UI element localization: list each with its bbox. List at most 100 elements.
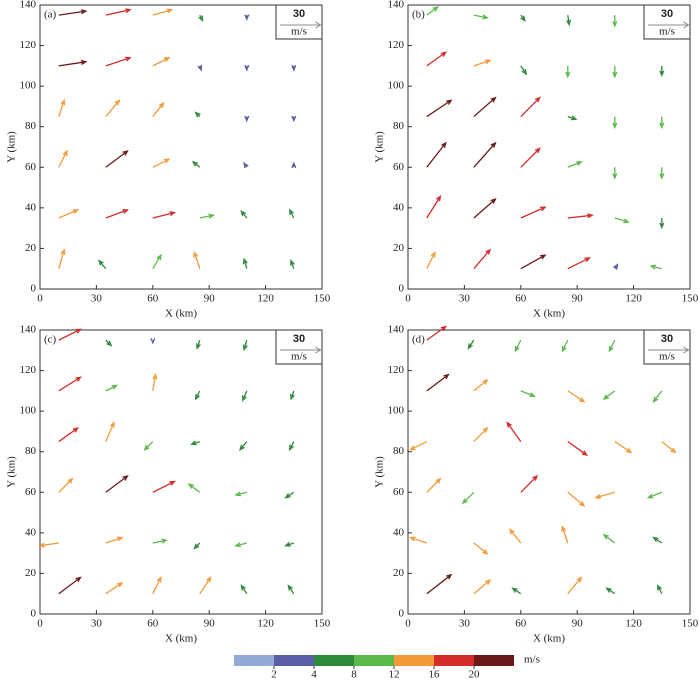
y-tick-label: 140	[388, 324, 405, 336]
wind-arrow	[520, 474, 539, 493]
x-tick-label: 90	[572, 293, 584, 305]
wind-arrow	[565, 65, 571, 79]
y-tick-label: 60	[25, 161, 37, 173]
plot-frame	[407, 329, 691, 615]
wind-arrow	[105, 384, 119, 392]
colorbar-swatch	[354, 655, 394, 666]
wind-arrow	[520, 65, 528, 76]
reference-box	[275, 4, 323, 40]
reference-unit: m/s	[291, 26, 307, 38]
wind-arrow	[152, 373, 158, 391]
wind-arrow	[520, 254, 547, 270]
wind-arrow	[58, 477, 74, 493]
wind-arrow	[152, 57, 171, 67]
wind-arrow	[520, 14, 526, 22]
y-axis-label: Y (km)	[374, 456, 386, 488]
x-tick-label: 120	[625, 293, 642, 305]
wind-arrow	[105, 150, 129, 168]
y-tick-label: 0	[399, 283, 405, 295]
x-tick-label: 150	[682, 618, 699, 630]
wind-arrow	[152, 576, 162, 595]
wind-arrow	[105, 581, 124, 595]
y-tick-label: 120	[388, 364, 405, 376]
wind-arrow	[594, 491, 615, 499]
wind-arrow	[284, 541, 295, 547]
wind-arrow	[191, 160, 201, 168]
wind-arrow	[58, 328, 82, 341]
x-tick-label: 120	[625, 618, 642, 630]
x-tick-label: 90	[572, 618, 584, 630]
wind-arrow	[105, 475, 129, 493]
reference-arrow	[280, 21, 322, 29]
wind-arrow	[240, 584, 248, 595]
wind-arrow	[58, 376, 82, 392]
wind-arrow	[661, 441, 677, 454]
wind-arrow	[152, 211, 177, 219]
x-tick-label: 30	[91, 293, 103, 305]
wind-arrow	[105, 99, 121, 117]
panel-label: (b)	[412, 9, 425, 21]
wind-arrow	[234, 542, 247, 548]
colorbar-tick-label: 16	[429, 669, 441, 679]
wind-arrow	[646, 491, 663, 499]
y-tick-label: 60	[25, 486, 37, 498]
y-tick-label: 120	[20, 364, 37, 376]
reference-value: 30	[661, 8, 673, 20]
y-tick-label: 60	[393, 486, 405, 498]
wind-arrow	[659, 116, 665, 130]
wind-arrow	[520, 147, 541, 168]
wind-arrow	[244, 14, 250, 21]
colorbar-swatch	[434, 655, 474, 666]
wind-arrow	[473, 379, 489, 392]
wind-arrow	[426, 6, 439, 16]
wind-arrow	[602, 390, 616, 400]
colorbar-tick-label: 12	[389, 669, 400, 679]
wind-arrow	[196, 339, 201, 350]
wind-arrow	[105, 339, 113, 347]
wind-arrow	[291, 65, 297, 72]
wind-arrow	[289, 441, 295, 452]
wind-arrow	[426, 325, 448, 341]
panel-label: (d)	[412, 334, 425, 346]
y-tick-label: 100	[388, 405, 405, 417]
y-tick-label: 20	[393, 567, 405, 579]
reference-unit: m/s	[659, 351, 675, 363]
y-tick-label: 140	[388, 0, 405, 11]
wind-arrow	[152, 8, 174, 16]
wind-arrow	[58, 209, 80, 219]
wind-arrow	[612, 65, 618, 79]
wind-arrow	[567, 576, 583, 595]
x-axis-label: X (km)	[533, 308, 565, 320]
x-tick-label: 0	[37, 293, 43, 305]
reference-value: 30	[293, 8, 305, 20]
wind-arrow	[284, 491, 295, 499]
reference-unit: m/s	[659, 26, 675, 38]
reference-arrow	[648, 21, 690, 29]
wind-arrow	[238, 441, 248, 451]
x-tick-label: 150	[314, 618, 331, 630]
wind-arrow	[659, 65, 665, 77]
y-tick-label: 40	[25, 526, 37, 538]
wind-arrow	[520, 390, 536, 398]
reference-box	[643, 329, 691, 365]
y-tick-label: 100	[20, 405, 37, 417]
colorbar-tick-label: 20	[469, 669, 481, 679]
y-tick-label: 140	[20, 324, 37, 336]
wind-arrow	[291, 161, 297, 169]
wind-arrow	[287, 584, 295, 595]
wind-arrow	[190, 440, 201, 446]
wind-arrow	[193, 542, 201, 550]
x-tick-label: 60	[147, 618, 159, 630]
y-axis-label: Y (km)	[6, 456, 18, 488]
wind-arrow	[659, 218, 665, 230]
y-axis-label: Y (km)	[6, 131, 18, 163]
y-tick-label: 0	[399, 608, 405, 620]
wind-arrow	[105, 536, 124, 544]
y-tick-label: 120	[388, 39, 405, 51]
wind-arrow	[608, 339, 616, 353]
wind-arrow	[197, 64, 203, 72]
wind-arrow	[659, 167, 665, 180]
wind-arrow	[242, 390, 248, 402]
plot-frame	[407, 4, 691, 290]
